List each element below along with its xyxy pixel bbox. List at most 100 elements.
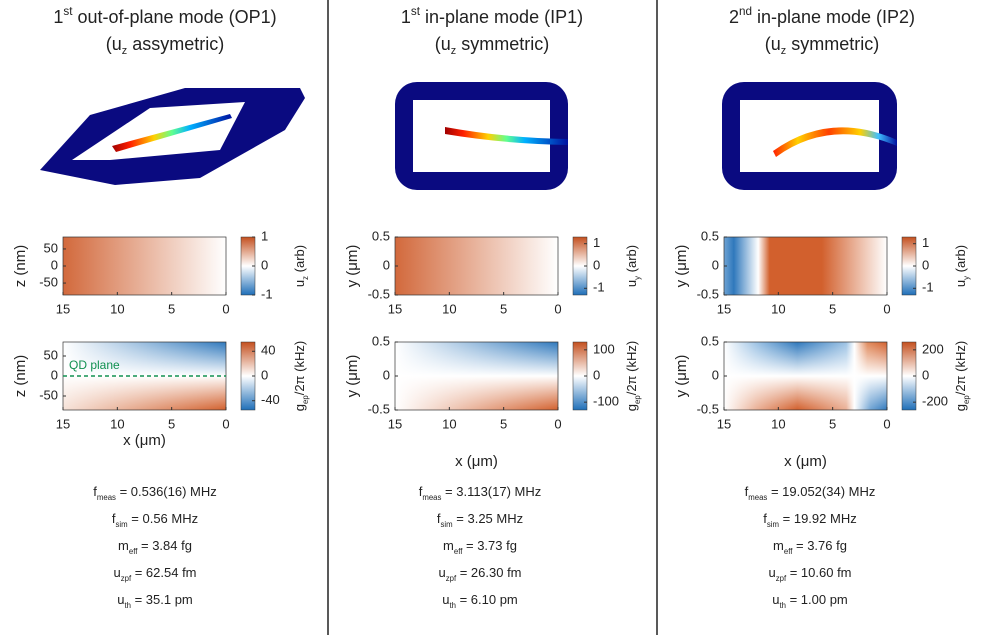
y-tick-label: 0.5 xyxy=(372,228,390,243)
text-part: = 6.10 pm xyxy=(456,592,518,607)
parameter: uzpf = 10.60 fm xyxy=(768,565,851,582)
x-tick-label: 10 xyxy=(442,301,456,316)
text-part: = 0.56 MHz xyxy=(128,511,198,526)
y-tick-label: 50 xyxy=(44,347,58,362)
text-part: (arb) xyxy=(624,245,639,276)
text-part: y (μm) xyxy=(344,355,361,398)
y-tick-label: -0.5 xyxy=(368,286,390,301)
x-tick-label: 10 xyxy=(110,301,124,316)
parameter: uzpf = 26.30 fm xyxy=(438,565,521,582)
text-part: g xyxy=(292,404,307,411)
text-part: x (μm) xyxy=(455,453,498,470)
text-part: = 26.30 fm xyxy=(456,565,521,580)
y-axis-label: y (μm) xyxy=(344,245,361,288)
text-part: sim xyxy=(116,520,128,529)
text-part: in-plane mode (IP2) xyxy=(752,7,915,27)
colorbar-label: uy (arb) xyxy=(953,245,970,287)
colorbar-tick-label: 0 xyxy=(922,257,929,272)
text-part: = 3.25 MHz xyxy=(453,511,523,526)
colorbar-tick-label: -1 xyxy=(593,280,605,295)
x-tick-label: 10 xyxy=(771,301,785,316)
column-title: 1st in-plane mode (IP1) xyxy=(401,5,583,27)
text-part: u xyxy=(438,565,445,580)
x-tick-label: 0 xyxy=(883,301,890,316)
text-part: u xyxy=(768,565,775,580)
heatmap xyxy=(63,237,226,295)
colorbar-tick-label: 40 xyxy=(261,343,275,358)
parameter: fsim = 19.92 MHz xyxy=(763,511,856,528)
y-axis-label: z (nm) xyxy=(12,355,29,398)
annotation: QD plane xyxy=(69,358,120,372)
x-tick-label: 15 xyxy=(717,416,731,431)
text-part: meas xyxy=(97,493,116,502)
text-part: in-plane mode (IP1) xyxy=(420,7,583,27)
colorbar-tick-label: 0 xyxy=(922,367,929,382)
y-tick-label: 0 xyxy=(712,367,719,382)
y-tick-label: 0 xyxy=(383,257,390,272)
text-part: (u xyxy=(765,34,781,54)
parameter: uth = 35.1 pm xyxy=(117,592,193,609)
figure: 1st out-of-plane mode (OP1)(uz assymetri… xyxy=(0,0,988,635)
text-part: z (nm) xyxy=(12,245,29,288)
x-axis-label: x (μm) xyxy=(123,432,166,449)
text-part: = 0.536(16) MHz xyxy=(116,484,217,499)
y-tick-label: 0.5 xyxy=(701,333,719,348)
text-part: m xyxy=(443,538,454,553)
x-tick-label: 5 xyxy=(829,416,836,431)
x-tick-label: 15 xyxy=(388,301,402,316)
y-tick-label: 0 xyxy=(712,257,719,272)
text-part: /2π (kHz) xyxy=(292,341,307,395)
parameter: fmeas = 0.536(16) MHz xyxy=(93,484,217,501)
text-part: y (μm) xyxy=(673,355,690,398)
y-axis-label: z (nm) xyxy=(12,245,29,288)
text-part: sim xyxy=(441,520,453,529)
x-tick-label: 15 xyxy=(56,416,70,431)
mode-shape xyxy=(395,82,568,190)
text-part: = 62.54 fm xyxy=(131,565,196,580)
text-part: nd xyxy=(739,5,752,18)
x-tick-label: 5 xyxy=(500,416,507,431)
x-tick-label: 15 xyxy=(717,301,731,316)
x-axis-label: x (μm) xyxy=(455,453,498,470)
text-part: u xyxy=(117,592,124,607)
text-part: = 3.113(17) MHz xyxy=(441,484,541,499)
colorbar-tick-label: 0 xyxy=(593,367,600,382)
text-part: x (μm) xyxy=(784,453,827,470)
mode-shape xyxy=(40,88,305,185)
text-part: out-of-plane mode (OP1) xyxy=(73,7,277,27)
y-tick-label: -0.5 xyxy=(368,401,390,416)
parameter: fmeas = 19.052(34) MHz xyxy=(745,484,876,501)
text-part: u xyxy=(442,592,449,607)
parameter: meff = 3.76 fg xyxy=(773,538,847,555)
heatmap-fade xyxy=(724,342,887,410)
text-part: g xyxy=(953,404,968,411)
text-part: = 3.76 fg xyxy=(792,538,847,553)
x-tick-label: 10 xyxy=(442,416,456,431)
text-part: = 10.60 fm xyxy=(786,565,851,580)
colorbar-tick-label: -1 xyxy=(922,280,934,295)
colorbar-tick-label: 200 xyxy=(922,341,944,356)
parameter: fsim = 3.25 MHz xyxy=(437,511,523,528)
text-part: (arb) xyxy=(292,245,307,276)
text-part: y (μm) xyxy=(344,245,361,288)
colorbar-tick-label: -40 xyxy=(261,392,280,407)
text-part: = 35.1 pm xyxy=(131,592,193,607)
parameter: meff = 3.84 fg xyxy=(118,538,192,555)
mode-shape xyxy=(722,82,897,190)
text-part: (u xyxy=(106,34,122,54)
x-tick-label: 15 xyxy=(56,301,70,316)
text-part: u xyxy=(113,565,120,580)
column-title: 1st out-of-plane mode (OP1) xyxy=(53,5,276,27)
column-title: (uz symmetric) xyxy=(435,34,549,57)
y-tick-label: -50 xyxy=(39,387,58,402)
colorbar-label: uz (arb) xyxy=(292,245,309,287)
x-tick-label: 5 xyxy=(168,301,175,316)
y-tick-label: 50 xyxy=(44,240,58,255)
text-part: /2π (kHz) xyxy=(624,341,639,395)
colorbar-tick-label: -1 xyxy=(261,286,273,301)
text-part: m xyxy=(118,538,129,553)
text-part: 1 xyxy=(53,7,63,27)
y-tick-label: -0.5 xyxy=(697,401,719,416)
text-part: m xyxy=(773,538,784,553)
parameter: meff = 3.73 fg xyxy=(443,538,517,555)
